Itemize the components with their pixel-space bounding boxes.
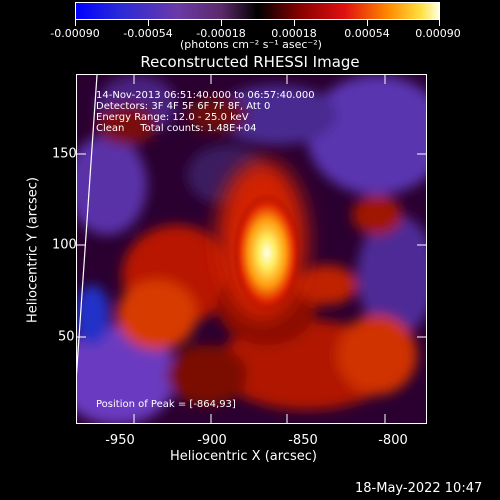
- y-tick-label: 100: [52, 237, 77, 253]
- info-time-range: 14-Nov-2013 06:51:40.000 to 06:57:40.000: [96, 90, 315, 101]
- y-tick-label: 50: [58, 329, 75, 345]
- colorbar-tick-label: 0.00054: [344, 27, 390, 40]
- colorbar-tick-label: -0.00054: [123, 27, 173, 40]
- colorbar-tick-label: 0.00090: [415, 27, 461, 40]
- colorbar-units: (photons cm⁻² s⁻¹ asec⁻²): [180, 38, 322, 51]
- x-tick-label: -900: [197, 433, 227, 448]
- rhessi-image: 14-Nov-2013 06:51:40.000 to 06:57:40.000…: [76, 74, 427, 424]
- x-axis-title: Heliocentric X (arcsec): [170, 449, 317, 464]
- colorbar-ticks: [75, 20, 440, 26]
- info-energy-range: Energy Range: 12.0 - 25.0 keV: [96, 112, 249, 123]
- colorbar-tick-label: -0.00090: [50, 27, 100, 40]
- y-tick-label: 150: [52, 146, 77, 162]
- axis-tick-marks: [76, 74, 427, 424]
- colorbar: [75, 2, 440, 20]
- colorbar-tick-label: -0.00018: [196, 27, 246, 40]
- peak-position-label: Position of Peak = [-864,93]: [96, 399, 236, 410]
- info-detectors: Detectors: 3F 4F 5F 6F 7F 8F, Att 0: [96, 101, 271, 112]
- x-tick-label: -950: [105, 433, 135, 448]
- generated-timestamp: 18-May-2022 10:47: [355, 481, 483, 496]
- info-clean-counts: Clean Total counts: 1.48E+04: [96, 123, 257, 134]
- y-axis-title: Heliocentric Y (arcsec): [25, 177, 41, 323]
- plot-title: Reconstructed RHESSI Image: [140, 53, 360, 71]
- x-tick-label: -850: [288, 433, 318, 448]
- colorbar-tick-label: 0.00018: [271, 27, 317, 40]
- x-tick-label: -800: [378, 433, 408, 448]
